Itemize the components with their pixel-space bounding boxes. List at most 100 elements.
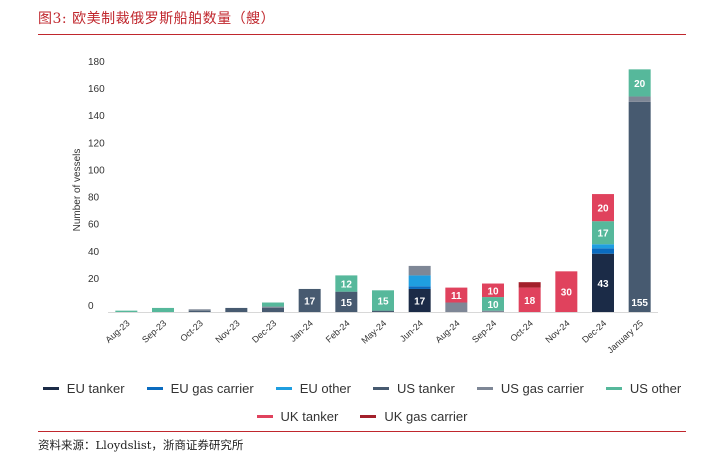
x-tick-label: Aug-23 bbox=[103, 318, 131, 345]
y-axis: 0 20 40 60 80 100 120 140 160 180 bbox=[88, 57, 105, 312]
legend-swatch bbox=[373, 387, 389, 390]
data-label: 30 bbox=[561, 288, 573, 299]
legend-swatch bbox=[360, 415, 377, 418]
data-label: 10 bbox=[487, 286, 499, 297]
legend-item: US tanker bbox=[373, 381, 455, 396]
legend-row-2: UK tanker UK gas carrier bbox=[38, 409, 686, 424]
bar-segment bbox=[262, 302, 284, 307]
legend-label: UK gas carrier bbox=[384, 409, 468, 424]
bar-segment bbox=[225, 307, 248, 312]
bar-segment bbox=[298, 288, 321, 312]
data-label: 15 bbox=[341, 298, 353, 309]
x-tick-label: Jun-24 bbox=[398, 318, 425, 344]
bar-segment bbox=[628, 69, 651, 97]
bars: 17 15 12 15 17 11 10 10 18 30 43 17 20 155 20 bbox=[115, 69, 651, 312]
legend-label: US tanker bbox=[397, 381, 455, 396]
bar-segment bbox=[592, 194, 614, 222]
x-tick-label: May-24 bbox=[359, 318, 388, 346]
legend-item: UK gas carrier bbox=[360, 409, 467, 424]
data-label: 12 bbox=[341, 280, 353, 291]
x-tick-label: Aug-24 bbox=[433, 318, 461, 345]
data-label: 17 bbox=[304, 296, 316, 307]
bar-segment bbox=[518, 287, 541, 312]
legend-item: EU tanker bbox=[42, 381, 125, 396]
bar-segment bbox=[335, 275, 358, 292]
legend-label: US other bbox=[629, 381, 682, 396]
x-tick-label: Dec-24 bbox=[580, 318, 608, 345]
bar-segment bbox=[372, 310, 394, 312]
footer-rule bbox=[38, 431, 686, 432]
title-rule bbox=[38, 34, 686, 35]
data-label: 155 bbox=[631, 298, 648, 309]
bar-segment bbox=[262, 307, 284, 312]
legend-label: EU other bbox=[299, 381, 351, 396]
x-tick-label: Sep-24 bbox=[470, 318, 498, 345]
bar-segment bbox=[592, 253, 614, 312]
bar-segment bbox=[408, 265, 431, 276]
x-tick-label: January 25 bbox=[605, 318, 645, 355]
x-tick-label: Oct-23 bbox=[178, 318, 205, 344]
x-tick-label: Jan-24 bbox=[288, 318, 315, 344]
x-tick-label: Oct-24 bbox=[508, 318, 535, 344]
source-note: 资料来源：Lloydslist，浙商证券研究所 bbox=[38, 438, 244, 452]
legend-item: EU gas carrier bbox=[146, 381, 254, 396]
bar-segment bbox=[482, 297, 504, 311]
data-label: 17 bbox=[597, 229, 609, 240]
bar-segment bbox=[115, 310, 138, 312]
legend-swatch bbox=[275, 387, 292, 390]
bar-segment bbox=[335, 291, 358, 312]
y-tick-label: 0 bbox=[88, 301, 94, 312]
bar-segment bbox=[262, 306, 284, 308]
bar-segment bbox=[188, 310, 211, 312]
y-tick-label: 100 bbox=[88, 165, 105, 176]
data-label: 11 bbox=[451, 291, 462, 302]
bar-segment bbox=[628, 96, 651, 102]
legend-item: UK tanker bbox=[256, 409, 339, 424]
y-tick-label: 20 bbox=[88, 274, 100, 285]
legend-swatch bbox=[42, 387, 59, 390]
x-tick-label: Dec-23 bbox=[250, 318, 278, 345]
data-label: 20 bbox=[597, 204, 609, 215]
legend-item: US gas carrier bbox=[476, 381, 584, 396]
bar-segment bbox=[152, 307, 174, 312]
bar-segment bbox=[372, 290, 394, 311]
x-tick-label: Nov-24 bbox=[543, 318, 571, 345]
y-tick-label: 160 bbox=[88, 84, 105, 95]
data-label: 20 bbox=[634, 79, 646, 90]
data-label: 18 bbox=[524, 296, 536, 307]
bar-segment bbox=[408, 286, 431, 289]
bar-segment bbox=[518, 282, 541, 288]
legend-swatch bbox=[476, 387, 493, 390]
bar-segment bbox=[555, 271, 578, 312]
legend-swatch bbox=[605, 387, 622, 390]
y-tick-label: 180 bbox=[88, 57, 105, 68]
bar-segment bbox=[408, 275, 431, 287]
legend-item: EU other bbox=[275, 381, 351, 396]
legend-item: US other bbox=[605, 381, 682, 396]
bar-segment bbox=[408, 288, 431, 312]
y-tick-label: 60 bbox=[88, 220, 100, 231]
legend-swatch bbox=[146, 387, 163, 390]
x-tick-label: Feb-24 bbox=[324, 318, 352, 345]
y-tick-label: 80 bbox=[88, 193, 100, 204]
x-axis: Aug-23 Sep-23 Oct-23 Nov-23 Dec-23 Jan-24 Feb-… bbox=[103, 318, 645, 355]
data-label: 43 bbox=[597, 279, 609, 290]
bar-segment bbox=[592, 221, 614, 245]
legend-label: UK tanker bbox=[280, 409, 339, 424]
bar-segment bbox=[445, 302, 468, 312]
bar-segment bbox=[482, 310, 504, 312]
x-tick-label: Sep-23 bbox=[140, 318, 168, 345]
bar-segment bbox=[445, 287, 468, 303]
data-label: 15 bbox=[377, 296, 389, 307]
bar-segment bbox=[628, 101, 651, 312]
bar-segment bbox=[482, 283, 504, 298]
legend-row-1: EU tanker EU gas carrier EU other US tanker… bbox=[38, 381, 686, 396]
bar-segment bbox=[592, 248, 614, 254]
x-tick-label: Nov-23 bbox=[213, 318, 241, 345]
bar-segment bbox=[188, 309, 211, 311]
data-label: 17 bbox=[414, 296, 426, 307]
y-tick-label: 40 bbox=[88, 247, 100, 258]
bar-segment bbox=[592, 244, 614, 249]
legend-swatch bbox=[256, 415, 273, 418]
data-label: 10 bbox=[487, 300, 499, 311]
